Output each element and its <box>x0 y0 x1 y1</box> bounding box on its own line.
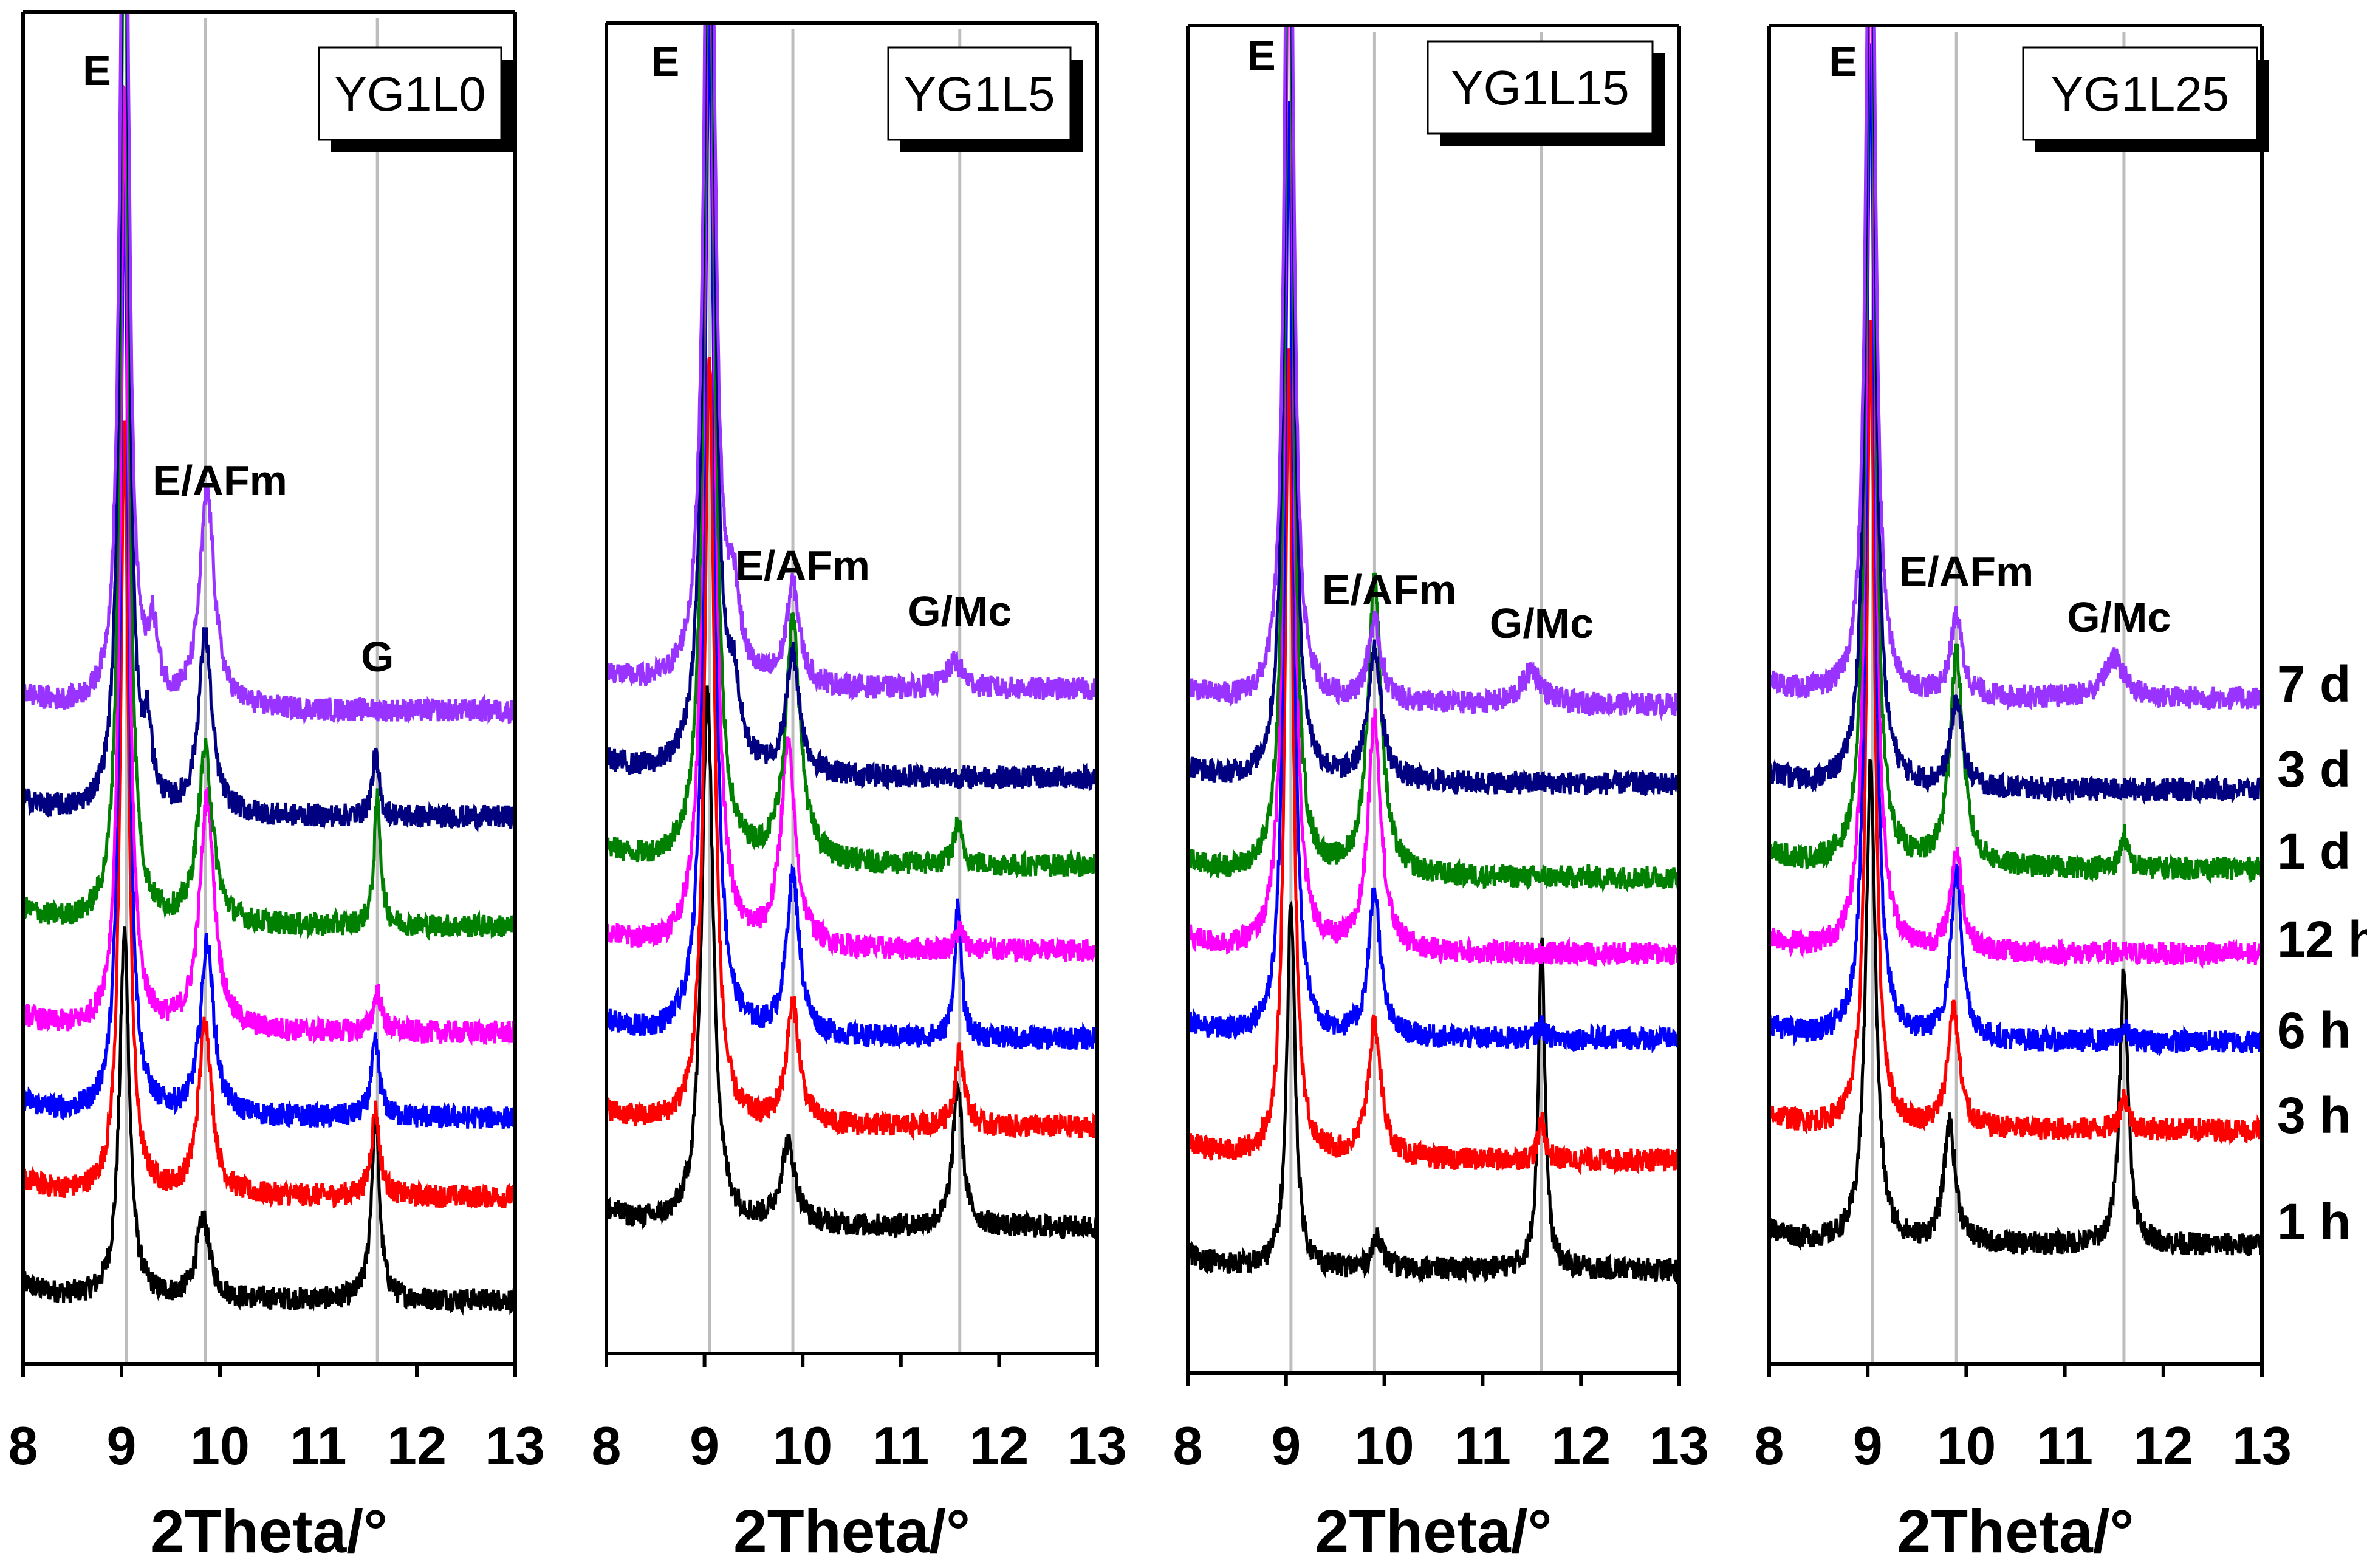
x-tick-label: 13 <box>2232 1416 2292 1476</box>
trace-6h-YG1L15 <box>1188 101 1679 1054</box>
trace-12h-YG1L25 <box>1769 26 2262 970</box>
peak-annotation: G <box>361 633 394 680</box>
x-tick-label: 9 <box>690 1416 719 1476</box>
trace-7d-YG1L25 <box>1769 26 2262 711</box>
trace-3h-YG1L0 <box>23 420 515 1209</box>
trace-7d-YG1L15 <box>1188 26 1679 721</box>
x-tick-label: 10 <box>190 1416 250 1476</box>
x-axis-label: 2Theta/° <box>733 1498 970 1566</box>
trace-1h-YG1L0 <box>23 926 515 1316</box>
trace-3h-YG1L5 <box>606 356 1097 1141</box>
title-box <box>2022 46 2258 141</box>
trace-1d-YG1L25 <box>1769 26 2262 885</box>
trace-1d-YG1L15 <box>1188 26 1679 894</box>
trace-3d-YG1L25 <box>1769 26 2262 806</box>
x-tick-label: 10 <box>1355 1416 1414 1476</box>
trace-6h-YG1L0 <box>23 179 515 1130</box>
trace-12h-YG1L5 <box>606 23 1097 963</box>
trace-1h-YG1L25 <box>1769 759 2262 1257</box>
x-tick-label: 8 <box>1173 1416 1203 1476</box>
legend-label: 12 h <box>2277 911 2367 968</box>
trace-12h-YG1L0 <box>23 84 515 1046</box>
panel-title: YG1L5 <box>903 67 1055 121</box>
x-tick-label: 11 <box>872 1416 929 1476</box>
trace-1h-YG1L15 <box>1188 900 1679 1285</box>
x-tick-label: 8 <box>592 1416 622 1476</box>
panel-YG1L0: 8 9 10 11 12 13 2Theta/° YG1L0 E E/AFm G <box>9 10 545 1566</box>
peak-annotation: E/AFm <box>1899 548 2034 595</box>
trace-7d-YG1L0 <box>23 12 515 725</box>
x-tick-label: 13 <box>1067 1416 1127 1476</box>
peak-annotation: E/AFm <box>1322 566 1457 614</box>
title-box <box>887 46 1072 141</box>
legend-label: 3 d <box>2277 741 2351 798</box>
peak-annotation: E/AFm <box>735 542 870 589</box>
x-tick-label: 10 <box>1936 1416 1996 1476</box>
legend-label: 6 h <box>2277 1002 2351 1059</box>
peak-annotation: E <box>1247 32 1276 79</box>
trace-3d-YG1L5 <box>606 23 1097 792</box>
trace-1h-YG1L5 <box>606 685 1097 1240</box>
x-tick-label: 12 <box>969 1416 1029 1476</box>
peak-annotation: E/AFm <box>152 457 287 504</box>
panel-YG1L25: 8 9 10 11 12 13 2Theta/° YG1L25 E E/AFm G/Mc <box>1755 24 2292 1566</box>
x-tick-label: 9 <box>1271 1416 1301 1476</box>
peak-annotation: E <box>83 47 111 94</box>
x-tick-label: 12 <box>1551 1416 1611 1476</box>
legend: 7 d 3 d 1 d 12 h 6 h 3 h 1 h <box>2277 656 2367 1250</box>
legend-label: 1 d <box>2277 823 2351 880</box>
x-tick-label: 11 <box>1454 1416 1511 1476</box>
trace-3d-YG1L0 <box>23 12 515 833</box>
peak-annotation: E <box>651 38 680 85</box>
x-axis-label: 2Theta/° <box>1897 1498 2134 1566</box>
peak-annotation: G/Mc <box>2067 594 2171 641</box>
x-tick-label: 8 <box>1755 1416 1784 1476</box>
x-tick-label: 10 <box>773 1416 832 1476</box>
x-tick-label: 13 <box>485 1416 545 1476</box>
trace-6h-YG1L25 <box>1769 43 2262 1057</box>
trace-3h-YG1L15 <box>1188 347 1679 1176</box>
panel-title: YG1L15 <box>1451 61 1629 115</box>
trace-1d-YG1L5 <box>606 23 1097 879</box>
x-tick-label: 12 <box>2134 1416 2193 1476</box>
trace-1d-YG1L0 <box>23 12 515 942</box>
x-tick-label: 13 <box>1649 1416 1709 1476</box>
title-box <box>318 46 502 141</box>
x-axis-label: 2Theta/° <box>151 1498 388 1566</box>
legend-label: 1 h <box>2277 1193 2351 1250</box>
x-tick-label: 11 <box>290 1416 346 1476</box>
x-tick-label: 11 <box>2036 1416 2093 1476</box>
x-tick-label: 12 <box>387 1416 447 1476</box>
legend-label: 3 h <box>2277 1087 2351 1144</box>
title-box <box>1427 40 1654 135</box>
panel-title: YG1L0 <box>334 67 485 121</box>
trace-6h-YG1L5 <box>606 23 1097 1050</box>
x-tick-label: 9 <box>107 1416 137 1476</box>
panel-YG1L5: 8 9 10 11 12 13 2Theta/° YG1L5 E E/AFm G/Mc <box>592 21 1127 1566</box>
x-tick-label: 8 <box>9 1416 38 1476</box>
panel-title: YG1L25 <box>2051 67 2230 121</box>
peak-annotation: G/Mc <box>908 587 1012 635</box>
panel-YG1L15: 8 9 10 11 12 13 2Theta/° YG1L15 E E/AFm G/Mc <box>1173 24 1709 1566</box>
peak-annotation: E <box>1829 38 1857 85</box>
legend-label: 7 d <box>2277 656 2351 713</box>
peak-annotation: G/Mc <box>1490 600 1594 647</box>
x-axis-label: 2Theta/° <box>1315 1498 1552 1566</box>
x-tick-label: 9 <box>1853 1416 1883 1476</box>
trace-7d-YG1L5 <box>606 23 1097 702</box>
trace-3d-YG1L15 <box>1188 26 1679 796</box>
trace-3h-YG1L25 <box>1769 320 2262 1145</box>
trace-12h-YG1L15 <box>1188 26 1679 967</box>
